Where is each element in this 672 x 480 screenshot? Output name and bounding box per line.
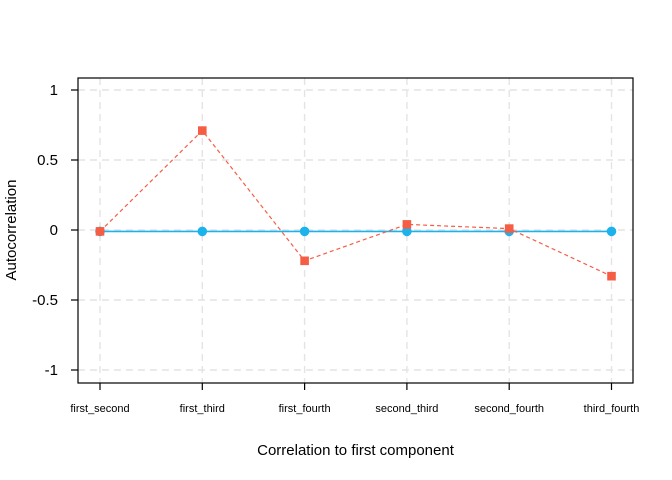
data-point-marker xyxy=(198,126,207,135)
data-point-marker xyxy=(300,256,309,266)
y-axis-title: Autocorrelation xyxy=(3,180,20,281)
x-axis-title: Correlation to first component xyxy=(257,442,455,459)
data-point-marker xyxy=(606,226,617,237)
x-tick-label: second_third xyxy=(375,403,438,415)
y-tick-label: -0.5 xyxy=(32,292,58,309)
data-point-marker xyxy=(197,226,208,237)
x-tick-label: first_third xyxy=(180,403,225,415)
data-point-marker xyxy=(504,224,514,233)
data-point-marker xyxy=(299,226,310,237)
grid xyxy=(78,78,633,383)
x-tick-label: first_second xyxy=(70,403,129,415)
x-tick-label: first_fourth xyxy=(279,403,331,415)
y-tick-label: 1 xyxy=(50,82,58,99)
x-tick-label: second_fourth xyxy=(474,403,544,415)
x-tick-label: third_fourth xyxy=(584,403,640,415)
series-line xyxy=(99,129,612,277)
axis-ticks xyxy=(71,89,613,390)
data-point-marker xyxy=(607,271,616,281)
y-tick-label: 0 xyxy=(50,222,58,239)
series-series-1 xyxy=(95,126,616,281)
y-tick-label: 0.5 xyxy=(37,152,58,169)
data-point-marker xyxy=(402,220,412,229)
y-tick-label: -1 xyxy=(45,362,58,379)
data-point-marker xyxy=(95,227,105,236)
